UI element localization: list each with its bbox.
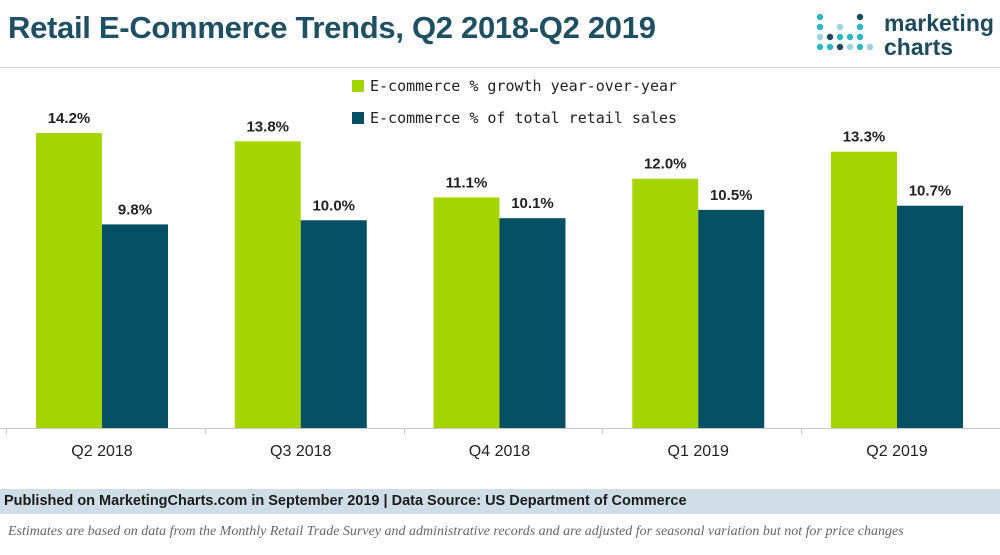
data-label-growth: 12.0% bbox=[644, 156, 687, 173]
logo-line-1: marketing bbox=[884, 10, 994, 36]
bar-share bbox=[897, 205, 963, 428]
logo-line-2: charts bbox=[884, 34, 954, 60]
chart-legend: E-commerce % growth year-over-year E-com… bbox=[352, 70, 677, 134]
x-tick-label: Q4 2018 bbox=[469, 443, 530, 460]
data-label-share: 10.7% bbox=[909, 183, 952, 200]
title-divider bbox=[0, 67, 1000, 68]
x-tick-label: Q3 2018 bbox=[270, 443, 331, 460]
bar-share bbox=[102, 224, 168, 428]
legend-item-growth: E-commerce % growth year-over-year bbox=[352, 70, 677, 102]
footer-bar: Published on MarketingCharts.com in Sept… bbox=[0, 489, 1000, 514]
data-label-share: 10.1% bbox=[511, 195, 554, 212]
legend-label-growth: E-commerce % growth year-over-year bbox=[370, 77, 678, 95]
x-tick-label: Q1 2019 bbox=[668, 443, 729, 460]
data-label-share: 9.8% bbox=[118, 201, 152, 218]
data-label-growth: 14.2% bbox=[48, 110, 91, 127]
legend-item-share: E-commerce % of total retail sales bbox=[352, 102, 677, 134]
data-label-growth: 13.3% bbox=[843, 129, 886, 146]
logo-dots-icon bbox=[816, 13, 874, 51]
logo-wordmark: marketing charts bbox=[884, 11, 994, 59]
methodology-note: Estimates are based on data from the Mon… bbox=[8, 524, 904, 539]
source-credit: Published on MarketingCharts.com in Sept… bbox=[4, 493, 687, 509]
legend-swatch-share bbox=[352, 112, 364, 124]
bar-growth bbox=[632, 178, 699, 428]
bar-growth bbox=[831, 151, 897, 428]
bar-share bbox=[300, 220, 367, 428]
bar-chart: 14.2% 9.8% Q2 2018 13.8% 10.0% Q3 2018 11.1% 10… bbox=[0, 110, 1000, 460]
bar-share bbox=[499, 218, 566, 428]
chart-title: Retail E-Commerce Trends, Q2 2018-Q2 201… bbox=[8, 10, 656, 45]
x-tick-label: Q2 2018 bbox=[71, 443, 132, 460]
data-label-growth: 13.8% bbox=[246, 118, 289, 135]
bar-share bbox=[698, 209, 765, 428]
bar-growth bbox=[234, 141, 301, 428]
data-label-share: 10.5% bbox=[710, 187, 753, 204]
bar-growth bbox=[433, 197, 500, 428]
data-label-share: 10.0% bbox=[312, 197, 355, 214]
data-label-growth: 11.1% bbox=[446, 174, 488, 191]
marketingcharts-logo[interactable]: marketing charts bbox=[816, 9, 996, 61]
bar-growth bbox=[36, 133, 102, 428]
x-tick-label: Q2 2019 bbox=[866, 443, 927, 460]
legend-swatch-growth bbox=[352, 80, 364, 92]
legend-label-share: E-commerce % of total retail sales bbox=[370, 109, 678, 127]
